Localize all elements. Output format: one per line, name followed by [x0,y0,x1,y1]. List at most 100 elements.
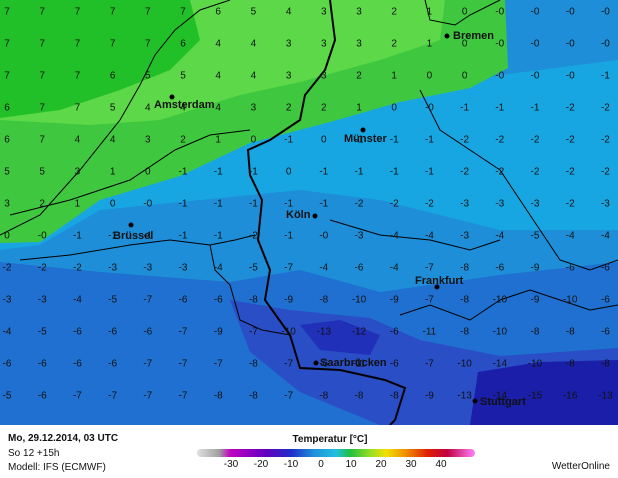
grid-value: 0 [321,135,327,146]
grid-value: -0 [143,199,152,210]
legend-label: -20 [254,459,269,470]
grid-value: 0 [462,71,468,82]
grid-value: -6 [601,263,610,274]
grid-value: 7 [75,71,81,82]
grid-value: -4 [214,263,223,274]
grid-value: -7 [179,391,188,402]
grid-value: -6 [566,263,575,274]
grid-value: -10 [493,327,508,338]
grid-value: -1 [179,199,188,210]
grid-value: -5 [38,327,47,338]
date: Mo, 29.12.2014, 03 UTC [8,433,118,444]
grid-value: 7 [75,7,81,18]
colorbar [197,449,475,457]
grid-value: -2 [3,263,12,274]
grid-value: 5 [4,167,10,178]
city-label: Münster [344,133,388,145]
grid-value: -0 [425,103,434,114]
grid-value: 1 [356,103,362,114]
grid-value: 3 [356,39,362,50]
grid-value: 3 [286,71,292,82]
grid-value: -10 [281,327,296,338]
legend-label: 30 [405,459,417,470]
grid-value: -4 [566,231,575,242]
grid-value: -10 [493,295,508,306]
grid-value: -10 [352,295,367,306]
grid-value: 2 [39,199,45,210]
grid-value: 0 [145,167,151,178]
grid-value: -7 [143,295,152,306]
grid-value: -5 [3,391,12,402]
grid-value: -8 [355,391,364,402]
grid-value: 7 [145,7,151,18]
grid-value: -3 [460,199,469,210]
grid-value: -7 [284,391,293,402]
grid-value: -3 [355,231,364,242]
grid-value: 4 [251,71,257,82]
city-dot [434,284,440,290]
grid-value: 5 [39,167,45,178]
run: So 12 +15h [8,448,59,459]
grid-value: -2 [495,135,504,146]
grid-value: -9 [214,327,223,338]
grid-value: -9 [284,295,293,306]
grid-value: -2 [249,231,258,242]
grid-value: 7 [39,71,45,82]
grid-value: -4 [390,263,399,274]
grid-value: -6 [495,263,504,274]
grid-value: 2 [356,71,362,82]
grid-value: -4 [3,327,12,338]
grid-value: 3 [286,39,292,50]
grid-value: -14 [493,359,508,370]
grid-value: -7 [425,295,434,306]
grid-value: 1 [215,135,221,146]
grid-value: -8 [214,391,223,402]
grid-value: -1 [73,231,82,242]
grid-value: -7 [179,359,188,370]
grid-value: -9 [531,295,540,306]
grid-value: -5 [531,231,540,242]
grid-value: -13 [457,391,472,402]
grid-value: -1 [601,71,610,82]
grid-value: 7 [4,71,10,82]
grid-value: 1 [110,167,116,178]
grid-value: 0 [391,103,397,114]
grid-value: 0 [462,7,468,18]
grid-value: 2 [286,103,292,114]
grid-value: -6 [108,359,117,370]
city-dot [128,222,134,228]
city-label: Bremen [453,30,494,42]
grid-value: -1 [390,167,399,178]
legend-label: -10 [284,459,299,470]
city-dot [444,33,450,39]
grid-value: 5 [110,103,116,114]
grid-value: 3 [145,135,151,146]
grid-value: 7 [180,7,186,18]
grid-value: 0 [286,167,292,178]
grid-value: -0 [495,7,504,18]
grid-value: -10 [563,295,578,306]
grid-value: -2 [390,199,399,210]
grid-value: -11 [352,359,366,370]
grid-value: 3 [321,71,327,82]
grid-value: -1 [284,199,293,210]
grid-value: -2 [566,103,575,114]
grid-value: -3 [495,199,504,210]
grid-value: -4 [425,231,434,242]
grid-value: -4 [390,231,399,242]
grid-value: -6 [390,359,399,370]
grid-value: -9 [425,391,434,402]
grid-value: -7 [284,359,293,370]
grid-value: -1 [214,231,223,242]
grid-value: 5 [251,7,257,18]
grid-value: -2 [601,103,610,114]
grid-value: 4 [180,103,186,114]
grid-value: -6 [38,359,47,370]
legend-label: 0 [318,459,324,470]
grid-value: -12 [352,327,367,338]
grid-value: -7 [143,391,152,402]
grid-value: 0 [462,39,468,50]
grid-value: -6 [108,327,117,338]
grid-value: 2 [391,7,397,18]
legend-label: 10 [345,459,357,470]
